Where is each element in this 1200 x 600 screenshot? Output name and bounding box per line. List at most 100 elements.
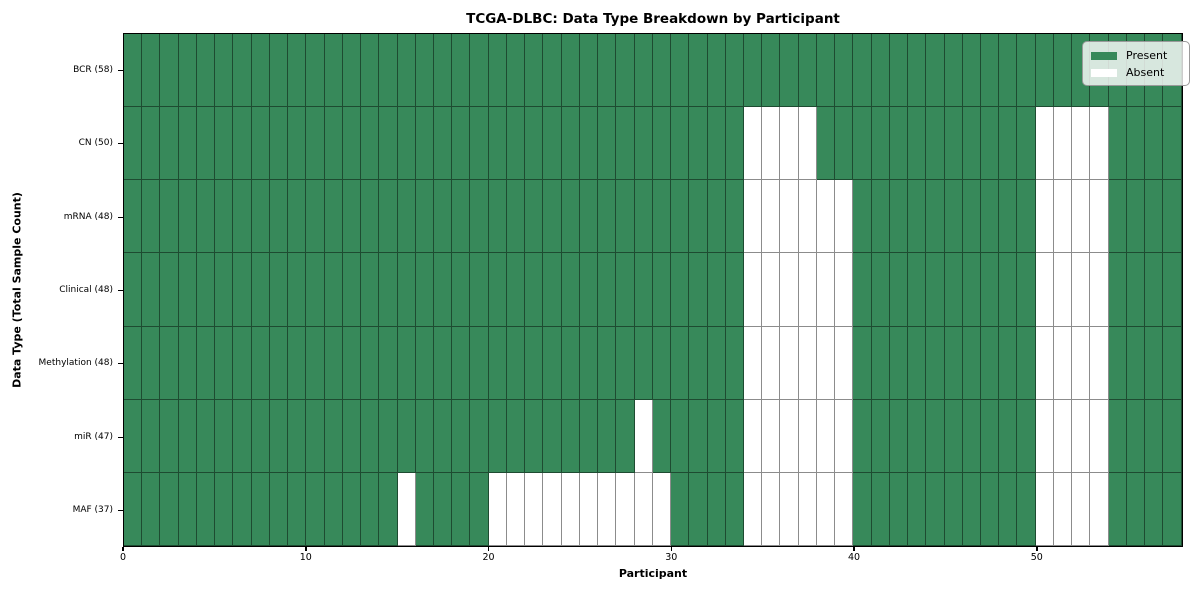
heatmap-cell <box>689 34 708 108</box>
heatmap-cell <box>743 326 763 400</box>
heatmap-cell <box>470 472 489 546</box>
heatmap-cell <box>561 399 580 473</box>
heatmap-cell <box>361 34 380 108</box>
heatmap-cell <box>926 399 945 473</box>
heatmap-row <box>124 326 1182 400</box>
heatmap-cell <box>1108 107 1127 181</box>
legend-entry: Absent <box>1091 64 1189 81</box>
x-tick-mark <box>853 547 855 551</box>
heatmap-cell <box>1035 472 1054 546</box>
heatmap-cell <box>707 107 726 181</box>
heatmap-cell <box>780 472 799 546</box>
heatmap-cell <box>288 472 307 546</box>
heatmap-cell <box>178 180 197 254</box>
heatmap-cell <box>598 472 617 546</box>
heatmap-cell <box>306 34 325 108</box>
heatmap-cell <box>835 180 854 254</box>
heatmap-cell <box>1017 34 1036 108</box>
heatmap-cell <box>652 472 672 546</box>
heatmap-cell <box>233 399 252 473</box>
heatmap-cell <box>251 326 270 400</box>
heatmap-cell <box>470 253 489 327</box>
heatmap-cell <box>288 399 307 473</box>
heatmap-row <box>124 180 1182 254</box>
heatmap-cell <box>598 399 617 473</box>
heatmap-cell <box>561 180 580 254</box>
x-axis-label: Participant <box>618 567 688 580</box>
heatmap-cell <box>215 107 234 181</box>
heatmap-cell <box>561 34 580 108</box>
heatmap-cell <box>306 472 325 546</box>
heatmap-cell <box>361 399 380 473</box>
heatmap-cell <box>196 253 216 327</box>
heatmap-cell <box>488 34 507 108</box>
heatmap-cell <box>561 253 580 327</box>
heatmap-cell <box>999 107 1018 181</box>
heatmap-cell <box>288 180 307 254</box>
heatmap-cell <box>762 253 781 327</box>
heatmap-cell <box>288 326 307 400</box>
heatmap-cell <box>1145 253 1164 327</box>
heatmap-cell <box>707 34 726 108</box>
heatmap-cell <box>196 399 216 473</box>
heatmap-cell <box>1035 253 1054 327</box>
heatmap-cell <box>762 399 781 473</box>
heatmap-cell <box>816 107 836 181</box>
heatmap-cell <box>361 253 380 327</box>
heatmap-cell <box>124 253 143 327</box>
heatmap-cell <box>1072 180 1091 254</box>
heatmap-cell <box>944 180 963 254</box>
x-tick-mark <box>487 547 490 551</box>
heatmap-cell <box>671 326 690 400</box>
heatmap-cell <box>798 253 817 327</box>
heatmap-cell <box>725 253 744 327</box>
x-tick-label: 10 <box>299 552 312 563</box>
heatmap-cell <box>1126 472 1146 546</box>
heatmap-cell <box>1072 107 1091 181</box>
heatmap-cell <box>488 326 507 400</box>
heatmap-cell <box>124 107 143 181</box>
heatmap-cell <box>452 107 471 181</box>
heatmap-cell <box>908 253 927 327</box>
heatmap-cell <box>889 107 909 181</box>
heatmap-cell <box>1108 326 1127 400</box>
heatmap-cell <box>397 399 416 473</box>
heatmap-cell <box>452 472 471 546</box>
heatmap-cell <box>288 107 307 181</box>
heatmap-cell <box>616 399 635 473</box>
heatmap-cell <box>342 34 362 108</box>
y-tick-mark <box>118 69 123 71</box>
heatmap-cell <box>798 326 817 400</box>
heatmap-cell <box>452 399 471 473</box>
heatmap-cell <box>579 180 599 254</box>
heatmap-cell <box>1163 253 1182 327</box>
heatmap-cell <box>816 326 836 400</box>
heatmap-cell <box>780 253 799 327</box>
heatmap-cell <box>671 107 690 181</box>
heatmap-cell <box>762 34 781 108</box>
heatmap-cell <box>962 253 982 327</box>
heatmap-cell <box>1108 399 1127 473</box>
heatmap-cell <box>871 253 890 327</box>
heatmap-cell <box>269 107 289 181</box>
heatmap-plot <box>123 33 1183 547</box>
heatmap-cell <box>1090 326 1109 400</box>
x-tick-label: 30 <box>665 552 678 563</box>
heatmap-cell <box>488 253 507 327</box>
heatmap-cell <box>269 472 289 546</box>
heatmap-cell <box>1017 253 1036 327</box>
x-tick-label: 40 <box>847 552 861 563</box>
heatmap-cell <box>634 472 653 546</box>
heatmap-cell <box>944 253 963 327</box>
heatmap-cell <box>288 34 307 108</box>
heatmap-cell <box>178 34 197 108</box>
heatmap-cell <box>762 472 781 546</box>
heatmap-cell <box>342 107 362 181</box>
heatmap-cell <box>488 180 507 254</box>
heatmap-cell <box>798 472 817 546</box>
heatmap-row <box>124 107 1182 181</box>
heatmap-cell <box>725 34 744 108</box>
heatmap-cell <box>780 34 799 108</box>
heatmap-cell <box>634 399 653 473</box>
legend-label: Absent <box>1126 66 1165 79</box>
